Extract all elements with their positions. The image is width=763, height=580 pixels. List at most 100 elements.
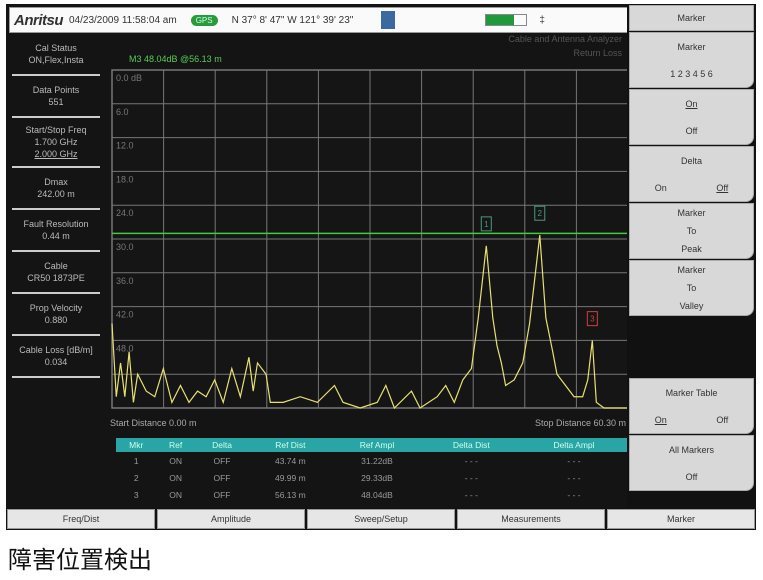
column-header: Delta Dist [422,438,520,452]
table-row: 1 ON OFF 43.74 m 31.22dB - - - - - - [116,452,628,469]
info-label: Start/Stop Freq [25,125,87,135]
marker-box [534,205,546,221]
column-header: Ref [156,438,195,452]
info-label: Data Points [32,85,80,95]
y-tick-label: 48.0 [116,343,134,353]
delta-button[interactable]: Delta On Off [629,146,754,202]
cell: 43.74 m [274,455,306,466]
info-label: Prop Velocity [29,303,83,313]
cell: ON [169,472,182,483]
l2: To [686,226,697,236]
cell: 1 [133,455,139,466]
l1: Marker [677,208,706,218]
gps-icon: GPS [190,14,218,26]
on-option: On [654,182,667,193]
tab-freq-dist[interactable]: Freq/Dist [7,509,155,529]
softkey-title: Marker [629,5,754,31]
anritsu-logo: Anritsu [14,11,64,29]
cell: - - - [464,472,478,483]
column-header: Ref Dist [249,438,332,452]
info-value: 0.034 [44,357,68,367]
l3: Valley [679,301,704,311]
on-option: On [685,98,698,109]
trace-line [111,234,628,410]
on-option: On [654,414,667,425]
info-value: ON,Flex,Insta [28,55,84,65]
cell: 49.99 m [274,472,306,483]
datetime: 04/23/2009 11:58:04 am [69,14,177,26]
cell: OFF [213,489,231,500]
softkey-panel: Marker Marker 1 2 3 4 5 6 On Off Delta On Of… [627,4,756,530]
info-label: Cable [44,261,68,271]
info-6: Prop Velocity 0.880 [12,294,100,336]
column-header: Delta [194,438,250,452]
mode-name: Cable and Antenna Analyzer [508,34,622,44]
marker-table: Mkr Ref Delta Ref Dist Ref Ampl Delta Dist Del… [116,438,628,503]
info-value: 551 [48,97,64,107]
gps-coordinates: N 37° 8' 47" W 121° 39' 23" [231,14,354,26]
cell: ON [169,455,182,466]
info-2: Start/Stop Freq 1.700 GHz 2.000 GHz [12,118,100,168]
label: Marker Table [665,387,718,398]
marker-table-button[interactable]: Marker Table On Off [629,378,754,434]
off-option: Off [685,125,698,136]
cell: - - - [567,489,581,500]
label: All Markers [668,444,714,455]
y-tick-label: 36.0 [116,276,134,286]
info-4: Fault Resolution 0.44 m [12,210,100,252]
marker-label: 3 [590,315,595,324]
column-header: Mkr [116,438,157,452]
cell: 29.33dB [361,472,393,483]
info-value: CR50 1873PE [27,273,85,283]
cell: OFF [213,455,231,466]
off-option: Off [685,471,698,482]
info-value: 0.880 [44,315,68,325]
cell: - - - [567,455,581,466]
tab-sweep-setup[interactable]: Sweep/Setup [307,509,455,529]
tab-measurements[interactable]: Measurements [457,509,605,529]
info-label: Cable Loss [dB/m] [19,345,93,355]
tab-amplitude[interactable]: Amplitude [157,509,305,529]
caption: 障害位置検出 [8,547,152,574]
status-bar: Anritsu 04/23/2009 11:58:04 am GPS N 37°… [9,7,629,33]
info-3: Dmax 242.00 m [12,168,100,210]
cell: - - - [464,489,478,500]
y-tick-label: 30.0 [116,242,134,252]
marker-readout: M3 48.04dB @56.13 m [129,54,222,64]
info-value: 242.00 m [37,189,75,199]
battery-tip: ‡ [539,14,545,26]
battery-icon [485,14,528,26]
marker-box [586,311,598,327]
y-tick-label: 18.0 [116,174,134,184]
l2: To [686,283,697,293]
marker-label: 1 [484,220,489,229]
y-tick-label: 42.0 [116,310,134,320]
info-0: Cal Status ON,Flex,Insta [12,34,100,76]
info-1: Data Points 551 [12,76,100,118]
bottom-menu-bar: Freq/Dist Amplitude Sweep/Setup Measurem… [6,508,756,530]
info-value: 1.700 GHz [34,137,78,147]
cell: 2 [133,472,139,483]
marker-on-off-button[interactable]: On Off [629,89,754,145]
left-info-panel: Cal Status ON,Flex,Insta Data Points 551 Sta… [6,34,106,378]
tab-marker[interactable]: Marker [607,509,755,529]
save-disk-icon [381,11,396,29]
start-distance: Start Distance 0.00 m [110,418,197,428]
cell: 56.13 m [274,489,306,500]
table-row: 2 ON OFF 49.99 m 29.33dB - - - - - - [116,469,628,486]
marker-select-button[interactable]: Marker 1 2 3 4 5 6 [629,32,754,88]
info-value2: 2.000 GHz [34,149,78,159]
marker-to-peak-button[interactable]: Marker To Peak [629,203,754,259]
info-label: Cal Status [35,43,77,53]
info-7: Cable Loss [dB/m] 0.034 [12,336,100,378]
marker-to-valley-button[interactable]: Marker To Valley [629,260,754,316]
y-tick-label: 0.0 dB [116,73,142,83]
info-label: Fault Resolution [23,219,89,229]
marker-box [480,216,492,232]
cell: OFF [213,472,231,483]
cell: ON [169,489,182,500]
cell: - - - [464,455,478,466]
instrument-screen: Anritsu 04/23/2009 11:58:04 am GPS N 37°… [6,4,756,530]
off-option: Off [716,182,729,193]
all-markers-off-button[interactable]: All Markers Off [629,435,754,491]
